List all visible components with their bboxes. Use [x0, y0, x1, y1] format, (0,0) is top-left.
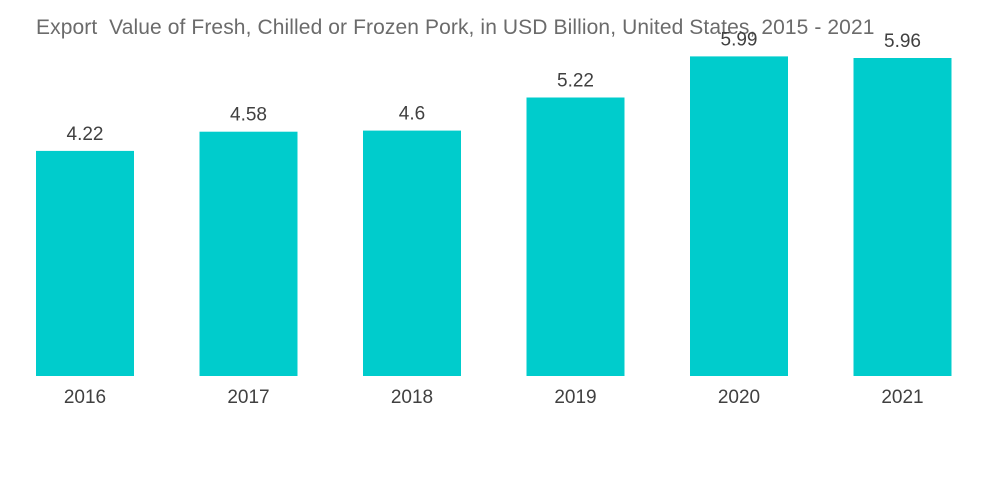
data-label-2019: 5.22: [557, 71, 594, 92]
bars-layer: [36, 56, 952, 377]
x-axis-tick-labels: 2016 2017 2018 2019 2020 2021: [64, 387, 924, 408]
x-tick-label-2019: 2019: [554, 387, 596, 408]
bar-2021: [853, 58, 952, 376]
chart-title: Export Value of Fresh, Chilled or Frozen…: [36, 16, 875, 39]
bar-2016: [36, 150, 134, 376]
x-tick-label-2016: 2016: [64, 387, 106, 408]
data-label-2021: 5.96: [884, 31, 921, 52]
x-tick-label-2017: 2017: [227, 387, 269, 408]
x-tick-label-2020: 2020: [718, 387, 760, 408]
data-label-2018: 4.6: [399, 104, 425, 125]
data-label-2016: 4.22: [67, 124, 104, 145]
bar-2019: [526, 97, 625, 376]
bar-2017: [199, 131, 298, 376]
x-tick-label-2021: 2021: [881, 387, 923, 408]
value-labels-layer: 4.22 4.58 4.6 5.22 5.99 5.96: [67, 29, 921, 144]
x-tick-label-2018: 2018: [391, 387, 433, 408]
data-label-2017: 4.58: [230, 105, 267, 126]
bar-2018: [363, 130, 461, 376]
bar-2020: [690, 56, 788, 377]
data-label-2020: 5.99: [721, 29, 758, 50]
